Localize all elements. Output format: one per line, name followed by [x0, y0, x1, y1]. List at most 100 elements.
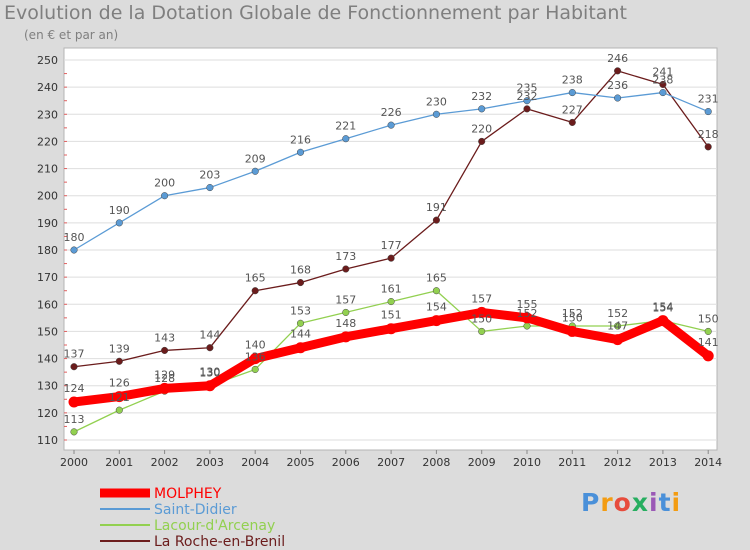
data-label: 147: [607, 320, 628, 333]
x-tick-label: 2000: [60, 456, 88, 469]
data-point: [478, 105, 486, 113]
legend-label: Saint-Didier: [154, 502, 237, 518]
data-point: [296, 319, 305, 327]
legend-label: Lacour-d'Arcenay: [154, 518, 275, 534]
x-tick-label: 2006: [332, 456, 360, 469]
data-point: [614, 322, 622, 330]
data-point: [704, 143, 712, 151]
brand-letter: P: [581, 488, 601, 517]
brand-letter: r: [600, 488, 614, 517]
data-point: [251, 167, 259, 175]
brand-letter: o: [613, 488, 632, 517]
data-point: [251, 365, 259, 373]
data-point: [206, 344, 214, 352]
x-tick-label: 2014: [694, 456, 722, 469]
x-tick-label: 2013: [649, 456, 677, 469]
data-label: 155: [517, 298, 538, 311]
data-label: 236: [607, 79, 628, 92]
y-tick-label: 230: [37, 108, 58, 121]
data-point: [296, 279, 305, 287]
data-point: [204, 380, 216, 392]
data-label: 154: [426, 301, 447, 314]
data-point: [432, 110, 440, 118]
x-tick-label: 2004: [241, 456, 269, 469]
data-label: 190: [109, 204, 130, 217]
data-label: 150: [698, 312, 719, 325]
data-point: [70, 363, 78, 371]
data-point: [704, 108, 712, 116]
data-label: 153: [290, 304, 311, 317]
y-tick-label: 240: [37, 81, 58, 94]
data-point: [657, 315, 669, 327]
data-point: [70, 246, 78, 254]
data-label: 241: [652, 65, 673, 78]
y-tick-label: 190: [37, 217, 58, 230]
data-label: 141: [698, 336, 719, 349]
x-tick-label: 2005: [287, 456, 315, 469]
data-point: [115, 357, 123, 365]
data-point: [523, 322, 531, 330]
y-tick-label: 200: [37, 190, 58, 203]
y-tick-label: 170: [37, 271, 58, 284]
y-tick-label: 160: [37, 298, 58, 311]
data-label: 152: [517, 307, 538, 320]
brand-letter: i: [649, 488, 659, 517]
data-point: [249, 353, 261, 365]
data-label: 137: [64, 348, 85, 361]
y-tick-label: 220: [37, 135, 58, 148]
data-point: [387, 254, 395, 262]
data-point: [430, 315, 442, 327]
plot-area: [63, 47, 718, 451]
data-point: [478, 327, 486, 335]
data-point: [342, 135, 350, 143]
legend-label: La Roche-en-Brenil: [154, 534, 285, 550]
data-label: 143: [154, 331, 175, 344]
y-tick-label: 110: [37, 434, 58, 447]
data-point: [115, 406, 123, 414]
data-label: 154: [652, 301, 673, 314]
data-label: 157: [335, 293, 356, 306]
x-tick-label: 2003: [196, 456, 224, 469]
brand-logo: Proxiti: [581, 488, 681, 517]
y-tick-label: 140: [37, 353, 58, 366]
data-point: [432, 287, 440, 295]
y-tick-label: 210: [37, 163, 58, 176]
data-label: 161: [381, 283, 402, 296]
data-point: [476, 306, 488, 318]
x-tick-label: 2001: [105, 456, 133, 469]
data-point: [432, 216, 440, 224]
x-tick-label: 2007: [377, 456, 405, 469]
data-point: [568, 89, 576, 97]
y-tick-label: 180: [37, 244, 58, 257]
brand-letter: x: [631, 488, 649, 517]
data-label: 203: [199, 169, 220, 182]
data-point: [159, 382, 171, 394]
data-point: [523, 97, 531, 105]
data-point: [704, 327, 712, 335]
data-label: 232: [471, 90, 492, 103]
data-label: 232: [517, 90, 538, 103]
data-label: 165: [426, 272, 447, 285]
data-label: 157: [471, 292, 492, 305]
data-label: 139: [109, 342, 130, 355]
data-label: 230: [426, 95, 447, 108]
data-label: 173: [335, 250, 356, 263]
data-label: 154: [652, 302, 673, 315]
data-label: 231: [698, 93, 719, 106]
legend-label: MOLPHEY: [154, 486, 222, 502]
data-label: 152: [607, 307, 628, 320]
data-point: [206, 184, 214, 192]
data-label: 218: [698, 128, 719, 141]
data-label: 113: [64, 413, 85, 426]
data-label: 165: [245, 272, 266, 285]
data-label: 180: [64, 231, 85, 244]
x-tick-label: 2012: [604, 456, 632, 469]
data-label: 238: [652, 74, 673, 87]
data-label: 128: [154, 372, 175, 385]
data-point: [659, 89, 667, 97]
data-point: [251, 287, 259, 295]
data-point: [614, 94, 622, 102]
y-tick-label: 250: [37, 54, 58, 67]
